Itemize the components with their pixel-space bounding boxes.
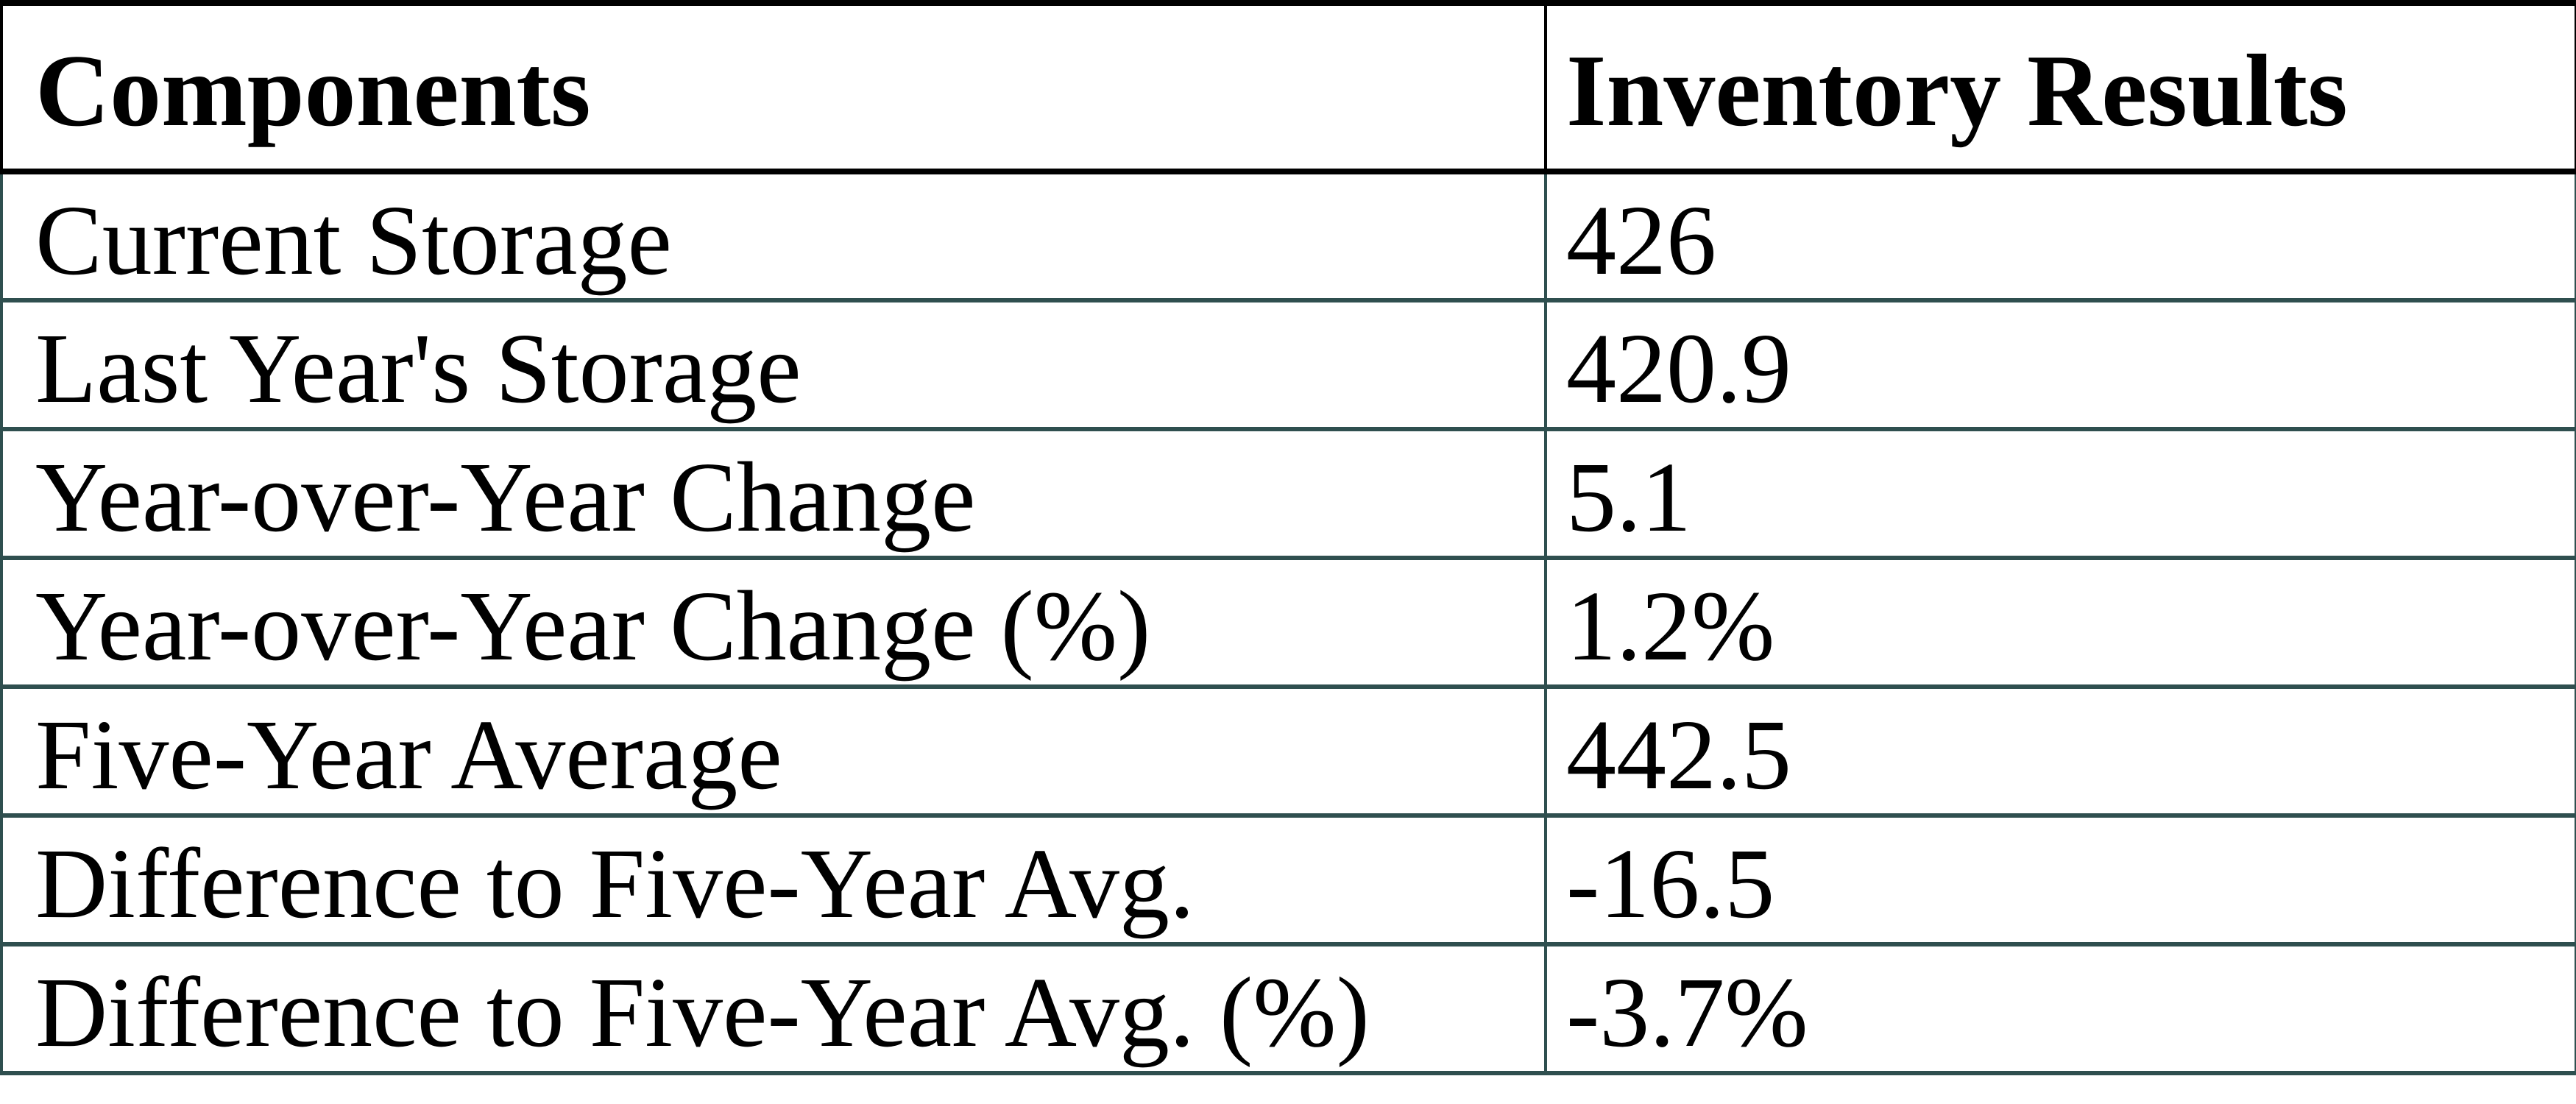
component-label-cell: Year-over-Year Change (%) <box>0 556 1547 689</box>
table-row: Difference to Five-Year Avg. (%) -3.7% <box>0 942 2576 1075</box>
component-label-cell: Five-Year Average <box>0 684 1547 818</box>
column-header-components: Components <box>0 0 1547 174</box>
inventory-value-cell: -3.7% <box>1544 942 2576 1075</box>
component-label-cell: Difference to Five-Year Avg. <box>0 813 1547 946</box>
table-row: Last Year's Storage 420.9 <box>0 298 2576 431</box>
column-header-inventory-results: Inventory Results <box>1544 0 2576 174</box>
table-header-row: Components Inventory Results <box>0 0 2576 174</box>
component-label-cell: Year-over-Year Change <box>0 427 1547 560</box>
inventory-value-cell: 1.2% <box>1544 556 2576 689</box>
inventory-value-cell: 420.9 <box>1544 298 2576 431</box>
table-row: Year-over-Year Change 5.1 <box>0 427 2576 560</box>
component-label-cell: Difference to Five-Year Avg. (%) <box>0 942 1547 1075</box>
inventory-value-cell: -16.5 <box>1544 813 2576 946</box>
inventory-value-cell: 5.1 <box>1544 427 2576 560</box>
inventory-value-cell: 426 <box>1544 169 2576 302</box>
inventory-results-table: Components Inventory Results Current Sto… <box>0 0 2576 1075</box>
table-row: Year-over-Year Change (%) 1.2% <box>0 556 2576 689</box>
table-row: Difference to Five-Year Avg. -16.5 <box>0 813 2576 946</box>
component-label-cell: Current Storage <box>0 169 1547 302</box>
component-label-cell: Last Year's Storage <box>0 298 1547 431</box>
table-row: Current Storage 426 <box>0 169 2576 302</box>
inventory-value-cell: 442.5 <box>1544 684 2576 818</box>
table-row: Five-Year Average 442.5 <box>0 684 2576 818</box>
